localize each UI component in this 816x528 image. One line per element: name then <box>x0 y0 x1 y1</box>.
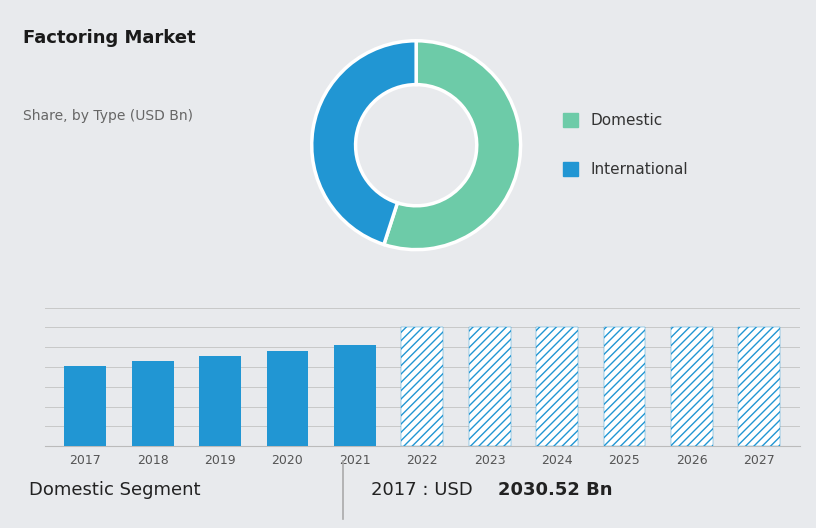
Bar <box>536 327 578 446</box>
Bar <box>401 327 443 446</box>
Text: Share, by Type (USD Bn): Share, by Type (USD Bn) <box>23 109 193 124</box>
Bar <box>267 351 308 446</box>
Text: Domestic Segment: Domestic Segment <box>29 480 200 499</box>
Bar <box>334 345 376 446</box>
Bar <box>738 327 780 446</box>
Legend: Domestic, International: Domestic, International <box>562 114 688 177</box>
Bar <box>199 356 241 446</box>
Bar <box>468 327 511 446</box>
Text: Factoring Market: Factoring Market <box>23 29 196 47</box>
Bar <box>64 366 106 446</box>
Bar <box>671 327 712 446</box>
Text: 2017 : USD: 2017 : USD <box>371 480 479 499</box>
Wedge shape <box>312 41 416 244</box>
Wedge shape <box>384 41 521 250</box>
Bar <box>604 327 645 446</box>
Bar <box>132 361 174 446</box>
Text: 2030.52 Bn: 2030.52 Bn <box>498 480 612 499</box>
